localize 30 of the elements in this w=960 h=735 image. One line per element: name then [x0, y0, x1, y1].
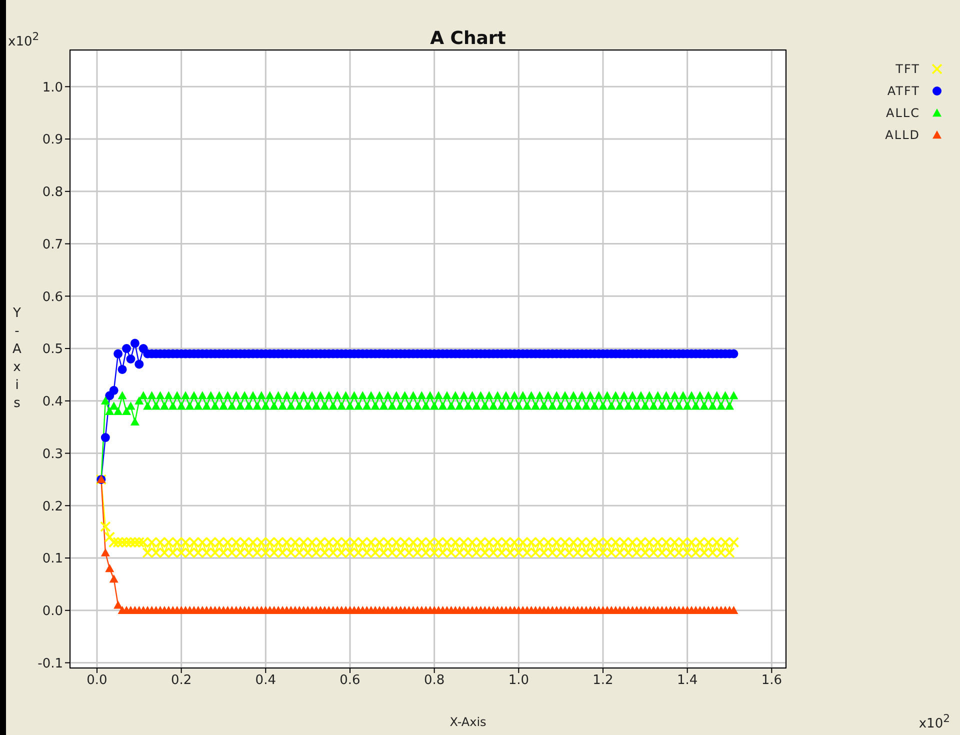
- y-tick-label: 0.9: [42, 132, 63, 148]
- x-tick-label: 1.6: [761, 673, 782, 688]
- legend-label: ALLD: [885, 128, 920, 142]
- text: x10$^{2}$: [918, 712, 950, 732]
- x-tick-label: 1.0: [508, 673, 530, 688]
- y-tick-label: 1.0: [42, 80, 63, 96]
- y-tick-label: 0.1: [42, 552, 63, 567]
- legend-label: ALLC: [886, 106, 920, 120]
- y-tick-label: 0.5: [42, 342, 63, 358]
- x-tick-label: 0.4: [255, 673, 276, 688]
- y-tick-label: 0.0: [42, 604, 63, 620]
- y-axis-title: Y-Axis: [12, 305, 22, 413]
- x-tick-label: 0.6: [340, 673, 360, 688]
- x-tick-label: 1.4: [676, 673, 698, 688]
- text: x10$^{2}$: [8, 30, 40, 50]
- x-tick-label: 0.0: [86, 673, 108, 688]
- x-tick-label: 1.2: [592, 673, 614, 688]
- x-axis-title: X-Axis: [448, 715, 488, 729]
- x-tick-label: 0.8: [424, 673, 445, 688]
- y-tick-label: 0.3: [42, 446, 63, 462]
- y-tick-label: 0.7: [42, 237, 63, 252]
- y-tick-label: 0.8: [42, 185, 63, 200]
- y-tick-label: 0.2: [42, 499, 63, 514]
- x-tick-label: 0.2: [170, 673, 192, 688]
- legend-label: TFT: [896, 62, 920, 76]
- y-tick-label: 0.6: [42, 290, 63, 305]
- y-tick-label: 0.4: [42, 394, 63, 410]
- legend-label: ATFT: [887, 84, 920, 98]
- chart-title: A Chart: [429, 28, 507, 49]
- y-tick-label: -0.1: [38, 656, 63, 672]
